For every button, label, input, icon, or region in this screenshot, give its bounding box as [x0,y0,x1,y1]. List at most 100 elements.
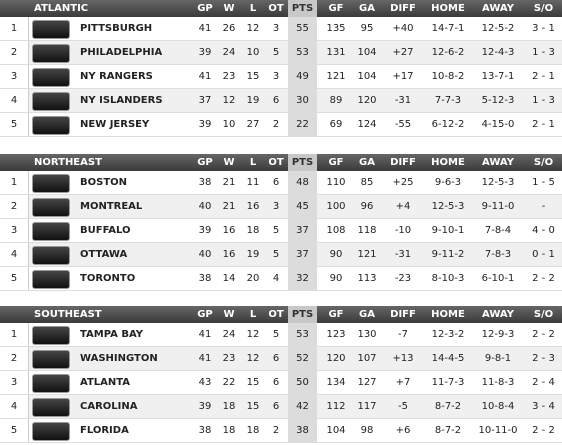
stat: -7 [398,329,408,340]
stat: 41 [198,23,212,34]
team-name: FLORIDA [80,425,129,436]
column-header: GP [197,309,213,320]
column-header: S/O [533,3,554,14]
stat: 23 [222,353,236,364]
stat: 2 - 2 [532,329,555,340]
stat: 8-7-2 [434,425,462,436]
stat: 12-4-3 [481,47,515,58]
column-header: GA [359,157,375,168]
stat: 3 [272,201,280,212]
column-header: PTS [288,154,317,171]
stat: 127 [357,377,377,388]
team-row: 4 OTTAWA 40 16 19 5 37 90 121 -31 9-11-2 7-8-3 0 - 1 [0,243,562,267]
stat: -55 [394,119,412,130]
stat: 2 - 1 [532,71,555,82]
rank: 1 [0,323,29,346]
column-header: OT [268,157,284,168]
stat: 2 - 1 [532,119,555,130]
team-logo [32,326,70,345]
stat: 41 [198,71,212,82]
rank: 5 [0,113,29,136]
team-row: 2 MONTREAL 40 21 16 3 45 100 96 +4 12-5-3 9-11-0 - [0,195,562,219]
rank: 1 [0,17,29,40]
stat: 134 [326,377,346,388]
stat: 14-4-5 [431,353,465,364]
rank: 2 [0,347,29,370]
stat: 104 [326,425,346,436]
stat: 53 [288,323,317,346]
stat: 2 - 4 [532,377,555,388]
team-row: 4 NY ISLANDERS 37 12 19 6 30 89 120 -31 7-7-3 5-12-… [0,89,562,113]
team-name: WASHINGTON [80,353,158,364]
stat: 3 - 1 [532,23,555,34]
stat: 19 [246,249,260,260]
stat: 37 [288,219,317,242]
stat: 41 [198,353,212,364]
stat: 14-7-1 [431,23,465,34]
stat: 108 [326,225,346,236]
team-name: BUFFALO [80,225,131,236]
team-logo [32,116,70,135]
stat: - [541,201,546,212]
team-name: NEW JERSEY [80,119,150,130]
stat: 22 [288,113,317,136]
stat: 135 [326,23,346,34]
column-header: OT [268,309,284,320]
division-header: NORTHEAST GP W L OT PTS GF GA DIFF HOME AWAY S/O [0,154,562,171]
rank: 3 [0,371,29,394]
stat: 40 [198,201,212,212]
team-row: 5 TORONTO 38 14 20 4 32 90 113 -23 8-10-3 6-10-1 2 -… [0,267,562,291]
stat: 6 [272,401,280,412]
team-name: PHILADELPHIA [80,47,163,58]
rank: 4 [0,243,29,266]
stat: 18 [246,425,260,436]
team-logo [32,68,70,87]
rank: 5 [0,267,29,290]
stat: 24 [222,47,236,58]
stat: 90 [329,249,343,260]
stat: 4-15-0 [481,119,515,130]
column-header: L [249,3,257,14]
stat: 12 [246,329,260,340]
rank: 1 [0,171,29,194]
team-name: TAMPA BAY [80,329,144,340]
stat: 38 [198,425,212,436]
stat: -10 [394,225,412,236]
team-logo [32,198,70,217]
stat: 2 - 2 [532,425,555,436]
stat: 100 [326,201,346,212]
stat: 21 [222,177,236,188]
team-name: PITTSBURGH [80,23,153,34]
stat: 107 [357,353,377,364]
stat: +27 [392,47,414,58]
column-header: S/O [533,157,554,168]
team-row: 3 BUFFALO 39 16 18 5 37 108 118 -10 9-10-1 7-8-4 4 -… [0,219,562,243]
stat: 39 [198,119,212,130]
team-row: 2 PHILADELPHIA 39 24 10 5 53 131 104 +27 12-6-2 12-… [0,41,562,65]
stat: 1 - 3 [532,95,555,106]
stat: 0 - 1 [532,249,555,260]
stat: 95 [360,23,374,34]
stat: 11-7-3 [431,377,465,388]
stat: 2 [272,119,280,130]
stat: 39 [198,47,212,58]
team-name: NY ISLANDERS [80,95,163,106]
stat: 15 [246,71,260,82]
column-header: L [249,309,257,320]
stat: 2 [272,425,280,436]
stat: 22 [222,377,236,388]
column-header: L [249,157,257,168]
stat: 2 - 2 [532,273,555,284]
stat: 48 [288,171,317,194]
stat: 9-11-2 [431,249,465,260]
stat: 38 [288,419,317,442]
stat: 39 [198,225,212,236]
stat: 96 [360,201,374,212]
stat: 120 [326,353,346,364]
team-row: 5 NEW JERSEY 39 10 27 2 22 69 124 -55 6-12-2 4-15-0… [0,113,562,137]
team-row: 3 ATLANTA 43 22 15 6 50 134 127 +7 11-7-3 11-8-3 2 -… [0,371,562,395]
stat: 3 [272,23,280,34]
stat: 52 [288,347,317,370]
stat: 8-10-3 [431,273,465,284]
